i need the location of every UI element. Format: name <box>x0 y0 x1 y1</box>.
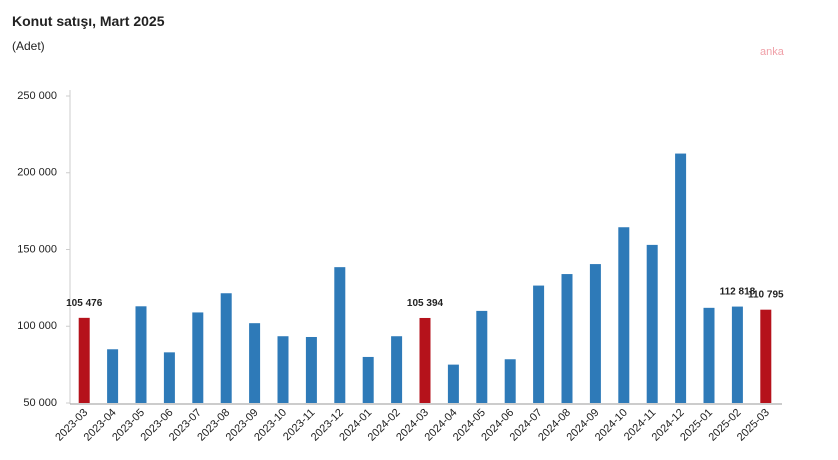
bar <box>703 307 715 403</box>
bar <box>419 317 431 403</box>
bar <box>78 317 90 403</box>
data-label: 110 795 <box>748 290 784 301</box>
bar <box>561 274 573 403</box>
bar <box>135 306 147 403</box>
data-label: 112 818 <box>720 287 756 298</box>
y-tick-label: 200 000 <box>17 167 57 179</box>
bar <box>533 285 545 403</box>
bar <box>589 264 601 403</box>
y-tick-label: 100 000 <box>17 320 57 332</box>
bar <box>447 364 459 403</box>
bar <box>107 349 119 403</box>
bar <box>504 359 516 403</box>
chart-title: Konut satışı, Mart 2025 <box>12 13 165 29</box>
bar <box>731 306 743 403</box>
bar <box>163 352 175 403</box>
bar <box>391 336 403 403</box>
watermark: anka <box>760 46 785 58</box>
bar <box>675 153 687 403</box>
y-tick-label: 50 000 <box>23 397 57 409</box>
bar <box>362 356 374 403</box>
bar <box>760 309 772 403</box>
bar <box>220 293 232 403</box>
bar <box>618 227 630 403</box>
chart-subtitle: (Adet) <box>12 39 45 53</box>
y-tick-label: 150 000 <box>17 243 57 255</box>
bar <box>192 312 204 403</box>
bar <box>249 323 261 403</box>
bar <box>305 336 317 403</box>
bar <box>277 336 289 403</box>
bar <box>334 267 346 403</box>
data-label: 105 476 <box>66 298 103 309</box>
data-label: 105 394 <box>407 298 444 309</box>
bar <box>646 244 658 403</box>
y-tick-label: 250 000 <box>17 90 57 102</box>
bar <box>476 310 488 403</box>
